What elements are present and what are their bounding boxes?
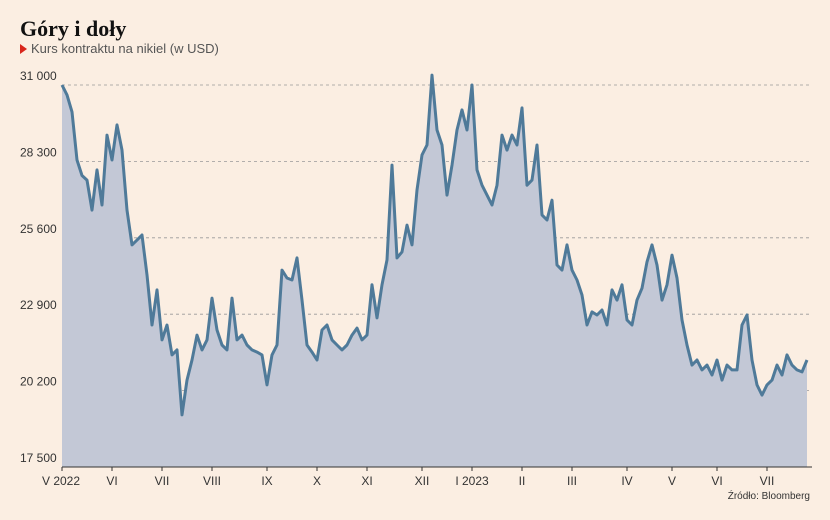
chart-title: Góry i doły <box>20 16 126 41</box>
x-tick-label: VI <box>711 474 722 488</box>
line <box>60 73 809 417</box>
x-tick-label: X <box>313 474 321 488</box>
x-tick-label: III <box>567 474 577 488</box>
subtitle-marker <box>20 44 27 54</box>
x-tick-label: VII <box>760 474 775 488</box>
y-tick-label: 20 200 <box>20 375 57 389</box>
y-tick-label: 22 900 <box>20 298 57 312</box>
x-tick-label: XI <box>361 474 372 488</box>
x-tick-label: VIII <box>203 474 221 488</box>
x-tick-label: VII <box>155 474 170 488</box>
x-tick-label: V <box>668 474 676 488</box>
area-fill <box>62 75 807 467</box>
y-tick-label: 31 000 <box>20 69 57 83</box>
x-tick-label: II <box>519 474 526 488</box>
x-tick-label: IX <box>261 474 272 488</box>
x-tick-label: V 2022 <box>42 474 80 488</box>
y-tick-label: 17 500 <box>20 451 57 465</box>
x-tick-label: XII <box>415 474 430 488</box>
source: Źródło: Bloomberg <box>728 489 810 502</box>
x-tick-label: I 2023 <box>455 474 489 488</box>
y-tick-label: 28 300 <box>20 145 57 159</box>
y-tick-label: 25 600 <box>20 222 57 236</box>
x-tick-label: VI <box>106 474 117 488</box>
chart-subtitle: Kurs kontraktu na nikiel (w USD) <box>31 41 219 56</box>
x-tick-label: IV <box>621 474 632 488</box>
